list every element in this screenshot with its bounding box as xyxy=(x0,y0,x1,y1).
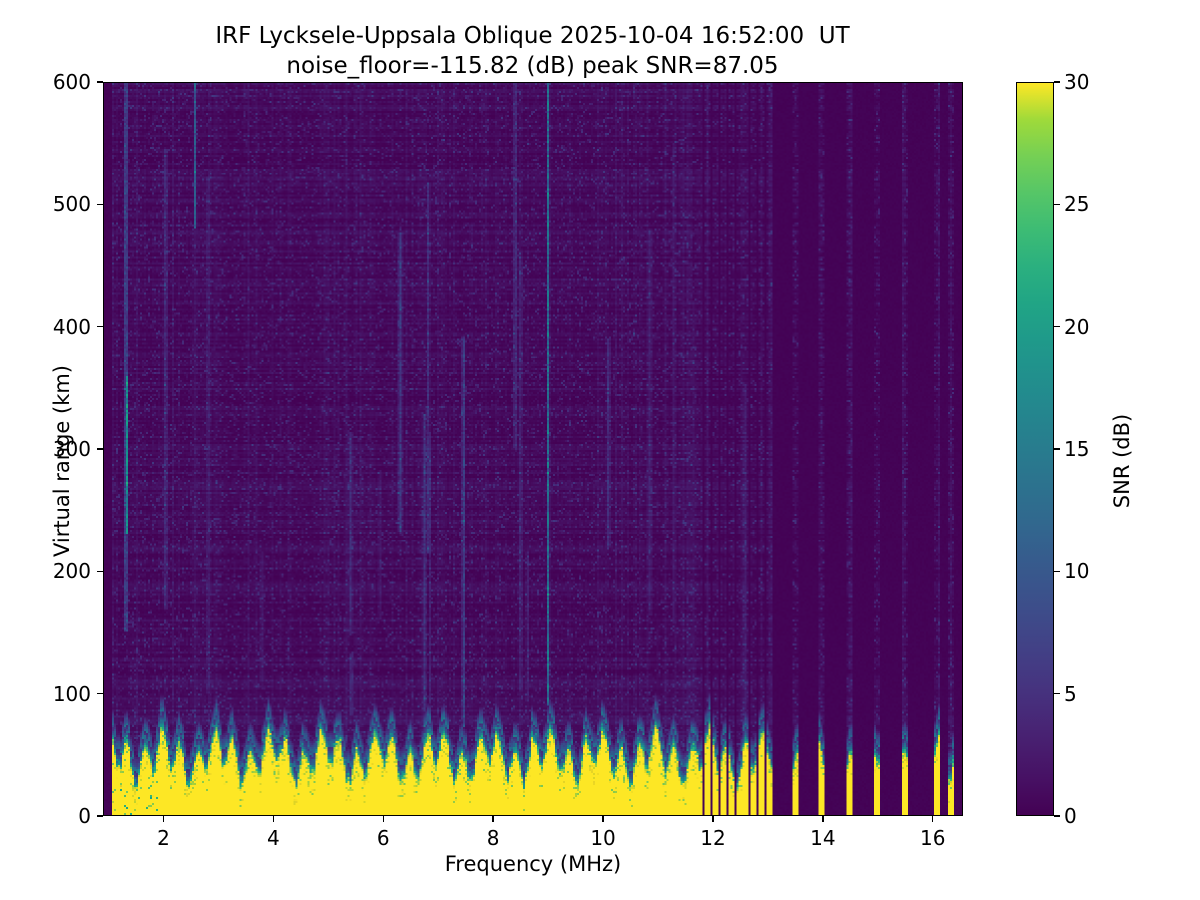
y-tick-label: 400 xyxy=(52,314,91,339)
y-tick-mark xyxy=(97,325,103,328)
colorbar-tick-mark xyxy=(1054,815,1060,817)
y-tick-label: 100 xyxy=(52,681,91,706)
y-tick-mark xyxy=(97,81,103,83)
colorbar-tick-label: 15 xyxy=(1064,437,1090,461)
figure-title: IRF Lycksele-Uppsala Oblique 2025-10-04 … xyxy=(0,22,1065,82)
title-line-1: IRF Lycksele-Uppsala Oblique 2025-10-04 … xyxy=(215,23,850,49)
y-axis-label: Virtual range (km) xyxy=(50,364,74,558)
x-tick-label: 4 xyxy=(266,826,280,850)
y-tick-mark xyxy=(97,203,103,206)
y-tick-mark xyxy=(97,570,103,573)
x-tick-mark xyxy=(712,816,714,822)
y-tick-mark xyxy=(97,815,103,817)
y-tick-label: 0 xyxy=(78,804,91,828)
x-tick-label: 12 xyxy=(700,826,726,850)
x-tick-label: 6 xyxy=(376,826,390,850)
x-tick-label: 16 xyxy=(920,826,946,850)
x-tick-label: 10 xyxy=(590,826,616,850)
y-tick-label: 600 xyxy=(52,70,91,94)
colorbar-tick-mark xyxy=(1054,692,1060,695)
x-tick-mark xyxy=(822,816,824,822)
y-tick-mark xyxy=(97,448,103,450)
x-tick-label: 2 xyxy=(157,826,170,850)
colorbar-tick-label: 30 xyxy=(1064,70,1090,94)
x-tick-mark xyxy=(932,816,934,822)
y-tick-label: 300 xyxy=(52,437,91,461)
colorbar-tick-label: 5 xyxy=(1064,681,1077,706)
colorbar-label: SNR (dB) xyxy=(1110,413,1134,509)
x-tick-mark xyxy=(602,816,604,822)
y-tick-mark xyxy=(97,692,103,695)
title-line-2: noise_floor=-115.82 (dB) peak SNR=87.05 xyxy=(286,52,779,79)
ionogram-heatmap xyxy=(104,83,962,815)
y-tick-label: 200 xyxy=(52,559,91,584)
colorbar xyxy=(1016,82,1054,816)
colorbar-tick-label: 10 xyxy=(1064,559,1090,584)
colorbar-tick-label: 0 xyxy=(1064,804,1077,828)
colorbar-tick-mark xyxy=(1054,570,1060,573)
colorbar-tick-mark xyxy=(1054,203,1060,206)
x-tick-label: 8 xyxy=(486,826,500,850)
x-tick-mark xyxy=(492,816,494,822)
plot-axes xyxy=(103,82,963,816)
colorbar-tick-label: 20 xyxy=(1064,314,1090,339)
x-axis-label: Frequency (MHz) xyxy=(444,852,622,876)
x-tick-mark xyxy=(272,816,275,822)
colorbar-tick-mark xyxy=(1054,448,1060,450)
x-tick-mark xyxy=(382,816,384,822)
x-tick-mark xyxy=(162,816,165,822)
colorbar-tick-label: 25 xyxy=(1064,192,1090,217)
heatmap-layer xyxy=(104,83,962,815)
colorbar-tick-mark xyxy=(1054,325,1060,328)
colorbar-tick-mark xyxy=(1054,81,1060,83)
y-tick-label: 500 xyxy=(52,192,91,217)
x-tick-label: 14 xyxy=(810,826,836,850)
